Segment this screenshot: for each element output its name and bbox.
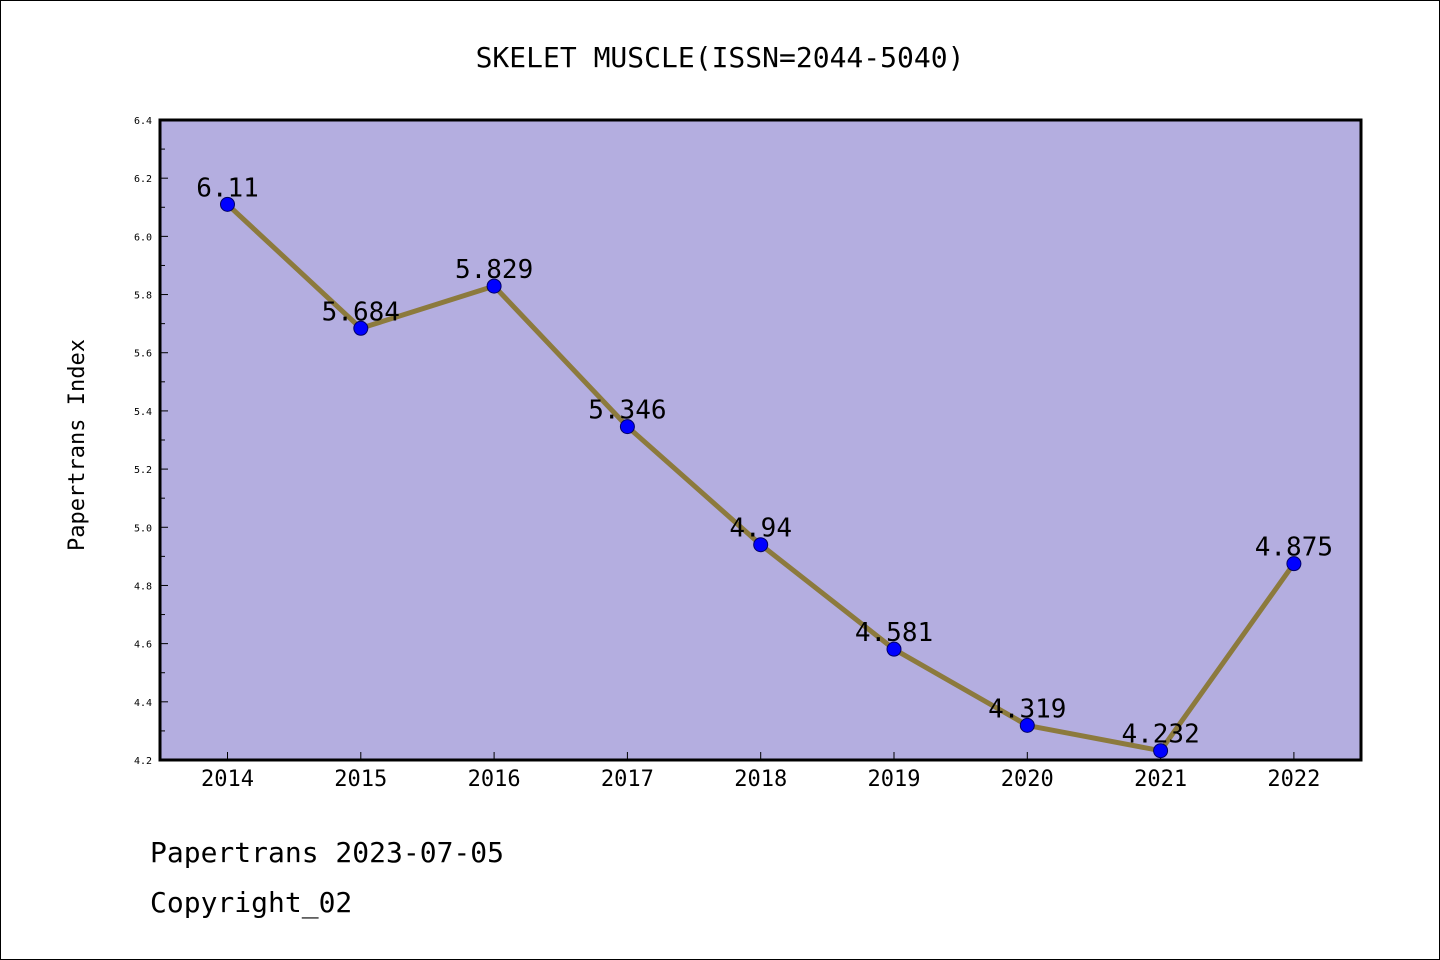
data-label: 5.829	[455, 255, 533, 285]
data-point	[220, 196, 235, 212]
data-point	[1153, 743, 1169, 759]
data-label: 4.581	[855, 618, 933, 648]
y-tick-label: 5.6	[134, 349, 152, 360]
data-point	[353, 320, 369, 336]
x-tick-label: 2017	[601, 767, 654, 792]
y-tick-label: 4.6	[134, 640, 152, 651]
data-point	[1286, 556, 1302, 572]
data-points	[220, 196, 1302, 759]
data-point	[486, 278, 502, 294]
x-tick-label: 2022	[1267, 767, 1320, 792]
plot-area	[158, 118, 1363, 762]
y-tick-label: 6.0	[134, 232, 152, 243]
data-labels: 6.11 5.684 5.829 5.346 4.94 4.581 4.319 4.232 4.…	[196, 173, 1333, 749]
data-label: 4.232	[1121, 720, 1199, 750]
y-tick-label: 5.4	[134, 407, 152, 418]
y-tick-label: 4.8	[134, 581, 152, 592]
data-point	[886, 641, 902, 657]
data-point	[619, 419, 635, 435]
data-label: 4.319	[988, 694, 1066, 724]
footer-date: Papertrans 2023-07-05	[150, 836, 505, 869]
x-tick-label: 2015	[334, 767, 387, 792]
y-tick-label: 5.0	[134, 523, 152, 534]
y-axis: 4.2 4.4 4.6 4.8 5.0 5.2 5.4 5.6 5.8 6.0 6.2 6.4	[134, 116, 168, 767]
y-tick-label: 5.8	[134, 291, 152, 302]
x-tick-label: 2020	[1001, 767, 1054, 792]
data-label: 5.346	[588, 396, 666, 426]
data-label: 5.684	[322, 297, 400, 327]
footer-copyright: Copyright_02	[150, 886, 353, 919]
data-label: 4.875	[1255, 533, 1333, 563]
data-label: 6.11	[196, 173, 259, 203]
y-tick-label: 6.4	[134, 116, 152, 127]
x-tick-label: 2016	[468, 767, 521, 792]
y-tick-label: 6.2	[134, 174, 152, 185]
data-point	[753, 537, 769, 553]
x-tick-label: 2018	[734, 767, 787, 792]
x-tick-label: 2021	[1134, 767, 1187, 792]
y-tick-label: 4.4	[134, 698, 152, 709]
data-label: 4.94	[729, 514, 792, 544]
x-axis: 2014 2015 2016 2017 2018 2019 2020 2021 2022	[201, 752, 1320, 792]
y-tick-label: 4.2	[134, 756, 152, 767]
y-tick-label: 5.2	[134, 465, 152, 476]
y-axis-label: Papertrans Index	[65, 339, 90, 551]
data-point	[1019, 717, 1035, 733]
x-tick-label: 2014	[201, 767, 254, 792]
x-tick-label: 2019	[868, 767, 921, 792]
chart-title: SKELET MUSCLE(ISSN=2044-5040)	[476, 41, 965, 74]
